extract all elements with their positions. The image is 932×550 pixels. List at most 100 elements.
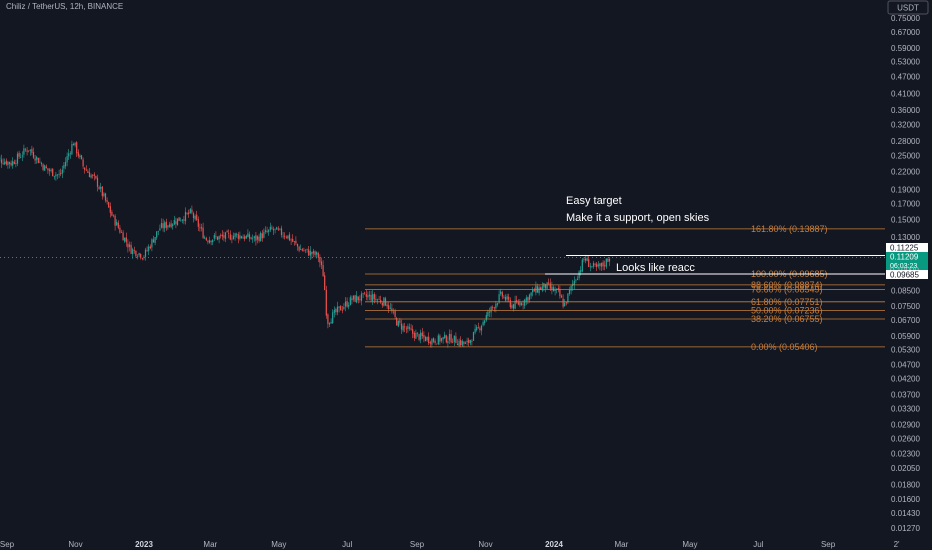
candle (156, 231, 158, 240)
candle (440, 337, 443, 343)
price-tick-label: 0.06700 (891, 316, 920, 325)
currency-button[interactable]: USDT (887, 0, 929, 15)
candle (7, 160, 9, 169)
candle (464, 341, 467, 344)
candle (23, 144, 25, 158)
candle (173, 215, 175, 225)
price-tick-label: 0.75000 (891, 14, 920, 23)
annotation-reacc[interactable]: Looks like reacc (616, 262, 695, 274)
candle (95, 175, 97, 180)
candle (255, 232, 257, 246)
candle (266, 226, 268, 234)
candle (437, 333, 439, 346)
candle (45, 164, 47, 169)
candle (96, 174, 99, 192)
candle (229, 230, 231, 241)
candle (98, 185, 100, 190)
candle (152, 235, 155, 243)
candle (332, 309, 334, 324)
candle (607, 257, 609, 263)
candle (396, 316, 398, 326)
candle (311, 251, 313, 259)
candle (37, 157, 39, 164)
candle (333, 306, 335, 318)
candle (87, 169, 89, 173)
candle (349, 295, 351, 306)
candle (135, 250, 137, 258)
price-tick-label: 0.02600 (891, 434, 920, 443)
candle (285, 235, 287, 239)
candle (460, 336, 462, 348)
fib-level-label: 0.00% (0.05406) (751, 342, 818, 352)
candle (408, 323, 411, 331)
candle (205, 236, 207, 242)
candle (327, 313, 329, 329)
candle (72, 142, 75, 146)
candle (541, 282, 543, 293)
horizontal-lines[interactable] (545, 255, 885, 275)
candle (295, 236, 297, 245)
candle (428, 332, 430, 346)
candle (236, 232, 238, 238)
annotation-easy-target[interactable]: Easy target (566, 195, 622, 207)
candle (434, 338, 436, 345)
time-tick-label: Sep (821, 540, 836, 549)
candle (509, 297, 511, 310)
candle (562, 294, 564, 309)
price-tick-label: 0.03300 (891, 405, 920, 414)
candle (146, 246, 148, 252)
fib-level-label: 78.60% (0.08549) (751, 285, 823, 295)
candle (418, 333, 420, 342)
candle (114, 214, 116, 231)
time-tick-label: Jul (753, 540, 763, 549)
candle (85, 165, 87, 172)
price-tag-last: 0.11209 06:03:23 (886, 252, 928, 270)
candle (282, 232, 284, 239)
candle (608, 257, 611, 267)
candle (10, 160, 12, 167)
candle (324, 272, 326, 291)
candle (298, 245, 300, 253)
candle (103, 191, 105, 198)
candle (269, 222, 271, 233)
annotation-support[interactable]: Make it a support, open skies (566, 212, 710, 224)
candle (511, 302, 513, 310)
candle (378, 296, 380, 300)
candle (453, 335, 455, 346)
candle (15, 159, 17, 168)
candle (343, 303, 345, 311)
candle (76, 141, 78, 157)
candle (271, 225, 273, 230)
candle (0, 155, 1, 162)
candle (216, 236, 219, 241)
candle (220, 233, 222, 239)
price-tick-label: 0.04200 (891, 374, 920, 383)
candle (93, 172, 95, 181)
price-tick-label: 0.04700 (891, 360, 920, 369)
candles-layer (0, 140, 611, 348)
candle (548, 278, 550, 286)
candle (79, 153, 81, 160)
candle (416, 332, 419, 337)
candle (528, 293, 531, 303)
candle (407, 323, 409, 333)
candle (484, 319, 486, 326)
price-tick-label: 0.36000 (891, 106, 920, 115)
candle (586, 255, 588, 262)
price-tag-level-1: 0.11225 (886, 243, 928, 253)
candle (602, 260, 604, 271)
candle (400, 319, 403, 334)
candle (276, 226, 278, 230)
candle (496, 302, 499, 307)
candle (424, 335, 427, 342)
candle (26, 147, 28, 156)
candle (112, 214, 115, 218)
candle (202, 222, 204, 239)
candle (88, 168, 91, 178)
candle (426, 336, 428, 342)
candle (133, 246, 135, 254)
candle (188, 209, 190, 218)
candle (245, 234, 247, 239)
candle (183, 215, 185, 225)
